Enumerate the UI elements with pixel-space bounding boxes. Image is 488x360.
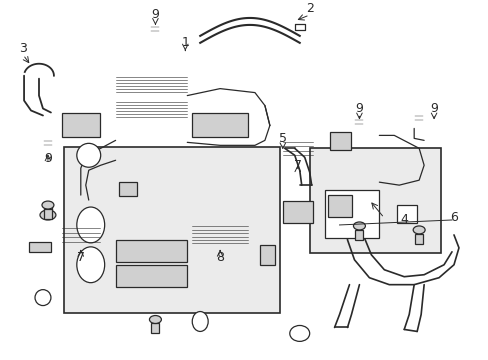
Text: 2: 2	[305, 3, 313, 15]
Text: 6: 6	[449, 211, 457, 225]
Ellipse shape	[77, 207, 104, 243]
Bar	[324, 190, 379, 238]
Bar	[355, 230, 363, 240]
Bar	[62, 113, 100, 138]
Bar	[44, 209, 52, 219]
Text: 3: 3	[19, 42, 27, 55]
Bar	[282, 201, 312, 223]
Bar	[260, 245, 274, 265]
Bar	[396, 205, 416, 223]
Text: 9: 9	[151, 9, 159, 22]
Ellipse shape	[289, 325, 309, 341]
Bar	[29, 242, 51, 252]
Ellipse shape	[40, 210, 56, 220]
Text: 9: 9	[44, 152, 52, 165]
Text: 5: 5	[278, 132, 286, 145]
Ellipse shape	[42, 201, 54, 209]
Ellipse shape	[77, 247, 104, 283]
Bar	[414, 234, 422, 244]
Ellipse shape	[192, 311, 208, 332]
Bar	[115, 240, 187, 262]
Text: 7: 7	[77, 251, 84, 264]
Bar	[44, 203, 52, 217]
Text: 4: 4	[400, 213, 407, 226]
Bar	[64, 147, 279, 312]
Bar	[119, 182, 136, 196]
Text: 9: 9	[429, 102, 437, 115]
Bar	[115, 265, 187, 287]
Bar	[327, 195, 352, 217]
Circle shape	[35, 290, 51, 306]
Circle shape	[77, 143, 101, 167]
Bar	[309, 148, 440, 253]
Text: 9: 9	[355, 102, 363, 115]
Bar	[329, 132, 351, 150]
Bar	[151, 324, 159, 333]
Ellipse shape	[353, 222, 365, 230]
Bar	[192, 113, 247, 138]
Text: 8: 8	[216, 251, 224, 264]
Ellipse shape	[149, 315, 161, 324]
Ellipse shape	[412, 226, 424, 234]
Text: 1: 1	[181, 36, 189, 49]
Text: 7: 7	[293, 159, 301, 172]
